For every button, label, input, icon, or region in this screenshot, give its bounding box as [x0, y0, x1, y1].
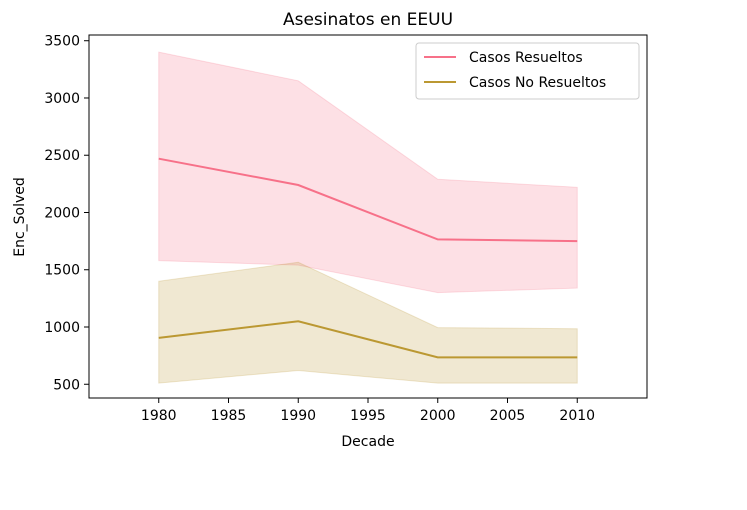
y-tick-label: 1500	[44, 263, 80, 279]
x-tick-label: 2010	[559, 408, 595, 424]
x-tick-label: 2005	[490, 408, 526, 424]
y-tick-label: 2000	[44, 205, 80, 221]
confidence-bands	[158, 51, 578, 384]
legend: Casos Resueltos Casos No Resueltos	[415, 42, 640, 100]
line-series-2	[158, 320, 578, 359]
x-tick-label: 1985	[211, 408, 247, 424]
x-axis-ticks: 1980 1985 1990 1995 2000 2005 2010	[141, 398, 595, 424]
x-tick-label: 2000	[420, 408, 456, 424]
x-tick-label: 1980	[141, 408, 177, 424]
band-series-1	[158, 51, 578, 294]
y-axis-label: Enc_Solved	[12, 177, 28, 257]
legend-box	[415, 42, 640, 100]
x-tick-label: 1990	[280, 408, 316, 424]
y-tick-label: 3500	[44, 34, 80, 50]
x-axis-label: Decade	[341, 434, 394, 450]
x-tick-label: 1995	[350, 408, 386, 424]
y-axis-ticks: 500 1000 1500 2000 2500 3000 3500	[44, 34, 89, 393]
series-lines	[158, 157, 578, 359]
y-tick-label: 3000	[44, 91, 80, 107]
band-series-2	[158, 261, 578, 384]
y-tick-label: 1000	[44, 320, 80, 336]
legend-entry-1: Casos Resueltos	[469, 50, 583, 66]
legend-entry-2: Casos No Resueltos	[469, 75, 606, 91]
line-series-1	[158, 157, 578, 243]
y-tick-label: 500	[53, 377, 80, 393]
chart-title: Asesinatos en EEUU	[283, 10, 453, 30]
y-tick-label: 2500	[44, 148, 80, 164]
